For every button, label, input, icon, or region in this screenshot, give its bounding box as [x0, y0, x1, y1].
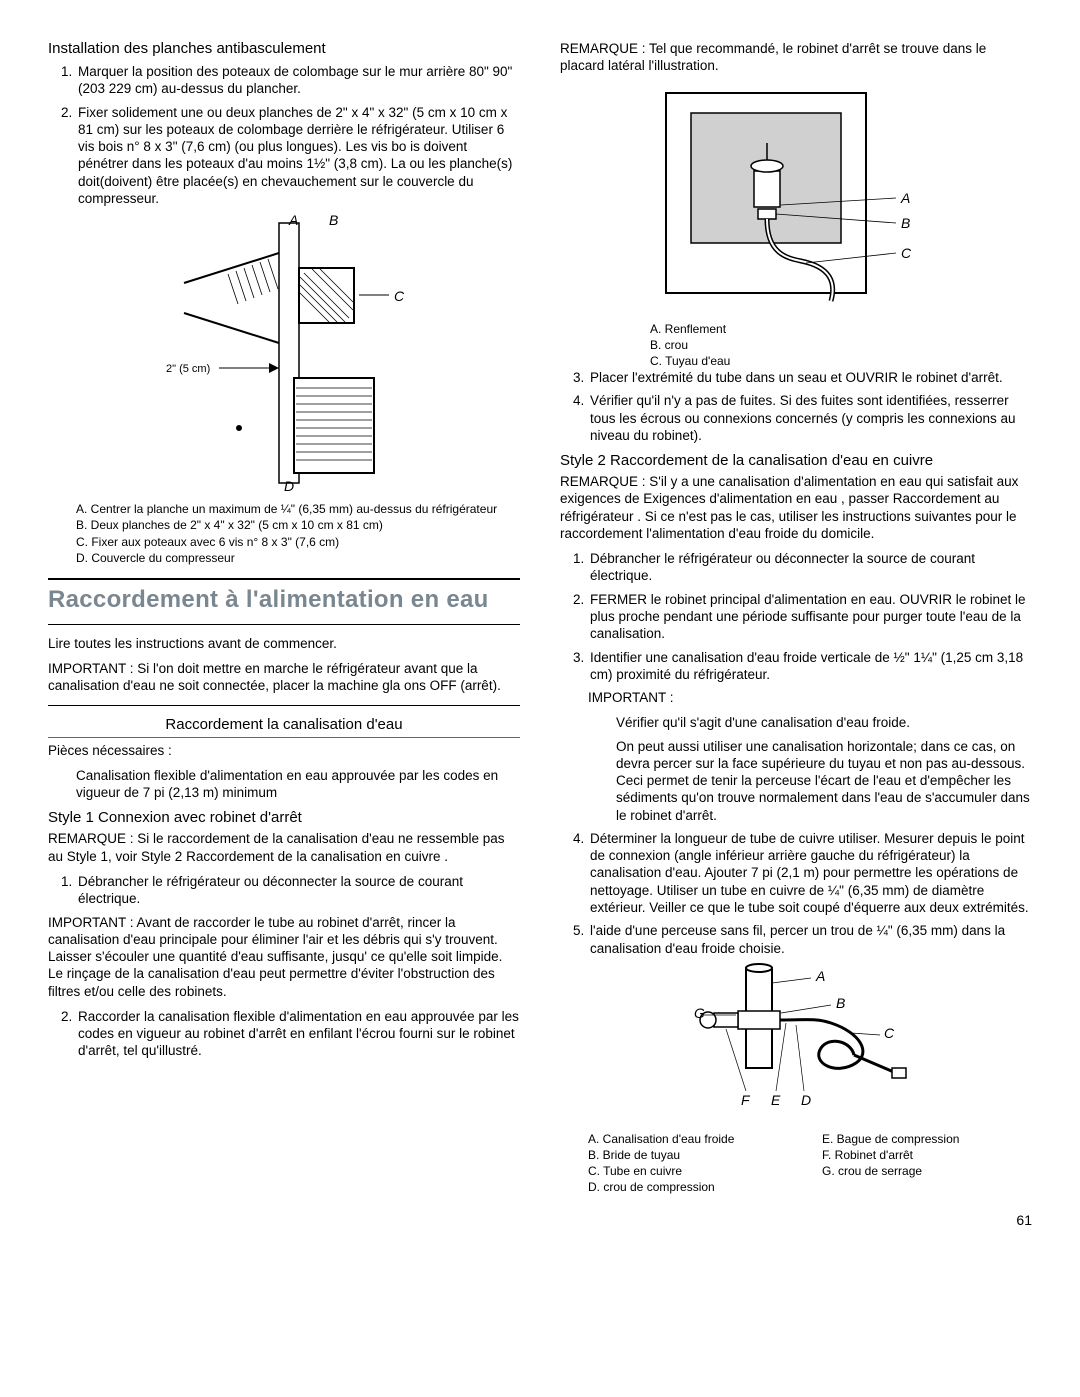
style1-note: REMARQUE : Si le raccordement de la cana… [48, 830, 520, 865]
divider [48, 705, 520, 706]
svg-text:A: A [288, 213, 298, 228]
svg-text:A: A [900, 190, 910, 206]
svg-text:D: D [801, 1092, 811, 1108]
svg-text:C: C [394, 288, 405, 304]
heading-water-connection: Raccordement à l'alimentation en eau [48, 586, 520, 614]
figure-2-caption: A. Renflement B. crou C. Tuyau d'eau [560, 321, 1032, 370]
important-para: IMPORTANT : Si l'on doit mettre en march… [48, 660, 520, 695]
style2-step-3: Identifier une canalisation d'eau froide… [588, 649, 1032, 684]
style2-head: Style 2 Raccordement de la canalisation … [560, 452, 1032, 469]
step-1: Marquer la position des poteaux de colom… [76, 63, 520, 98]
step-2: Fixer solidement une ou deux planches de… [76, 104, 520, 208]
intro-para: Lire toutes les instructions avant de co… [48, 635, 520, 652]
fig3-g: G. crou de serrage [822, 1163, 1032, 1179]
pieces-necessaires: Pièces nécessaires : [48, 742, 520, 759]
style2-important: IMPORTANT : [560, 689, 1032, 706]
heading-antibasculement: Installation des planches antibasculemen… [48, 40, 520, 57]
divider [48, 624, 520, 625]
bullet-2: On peut aussi utiliser une canalisation … [560, 738, 1032, 824]
fig3-f: F. Robinet d'arrêt [822, 1147, 1032, 1163]
figure-2: A B C [560, 83, 1032, 313]
style1-step-1: Débrancher le réfrigérateur ou déconnect… [76, 873, 520, 908]
style1-steps-cont: Placer l'extrémité du tube dans un seau … [560, 369, 1032, 444]
figure-1: A B C D 2" (5 cm) [48, 213, 520, 493]
caption-a: A. Centrer la planche un maximum de ¼" (… [76, 501, 520, 517]
style2-steps: Débrancher le réfrigérateur ou déconnect… [560, 550, 1032, 683]
subhead-raccordement: Raccordement la canalisation d'eau [48, 716, 520, 738]
style2-step-4: Déterminer la longueur de tube de cuivre… [588, 830, 1032, 916]
style2-note: REMARQUE : S'il y a une canalisation d'a… [560, 473, 1032, 542]
svg-text:2" (5 cm): 2" (5 cm) [166, 363, 210, 375]
figure-3-caption: A. Canalisation d'eau froide B. Bride de… [560, 1131, 1032, 1196]
fig2-c: C. Tuyau d'eau [650, 353, 1032, 369]
style2-steps-cont: Déterminer la longueur de tube de cuivre… [560, 830, 1032, 957]
fig3-b: B. Bride de tuyau [588, 1147, 798, 1163]
divider [48, 578, 520, 580]
svg-text:C: C [901, 245, 912, 261]
fig2-a: A. Renflement [650, 321, 1032, 337]
right-column: REMARQUE : Tel que recommandé, le robine… [560, 40, 1032, 1196]
svg-text:F: F [741, 1092, 751, 1108]
fig3-e: E. Bague de compression [822, 1131, 1032, 1147]
svg-text:B: B [836, 995, 845, 1011]
bullet-1: Vérifier qu'il s'agit d'une canalisation… [560, 714, 1032, 731]
style1-steps-a: Débrancher le réfrigérateur ou déconnect… [48, 873, 520, 908]
style2-step-1: Débrancher le réfrigérateur ou déconnect… [588, 550, 1032, 585]
style1-step-4: Vérifier qu'il n'y a pas de fuites. Si d… [588, 392, 1032, 444]
page-number: 61 [48, 1212, 1032, 1228]
pieces-detail: Canalisation flexible d'alimentation en … [48, 767, 520, 802]
caption-b: B. Deux planches de 2" x 4" x 32" (5 cm … [76, 517, 520, 533]
svg-text:G: G [694, 1005, 705, 1021]
svg-text:C: C [884, 1025, 895, 1041]
svg-text:E: E [771, 1092, 781, 1108]
page: Installation des planches antibasculemen… [48, 40, 1032, 1196]
fig3-c: C. Tube en cuivre [588, 1163, 798, 1179]
style1-step-2: Raccorder la canalisation flexible d'ali… [76, 1008, 520, 1060]
right-note: REMARQUE : Tel que recommandé, le robine… [560, 40, 1032, 75]
left-column: Installation des planches antibasculemen… [48, 40, 520, 1196]
caption-d: D. Couvercle du compresseur [76, 550, 520, 566]
svg-text:B: B [329, 213, 338, 228]
caption-c: C. Fixer aux poteaux avec 6 vis n° 8 x 3… [76, 534, 520, 550]
style1-steps-b: Raccorder la canalisation flexible d'ali… [48, 1008, 520, 1060]
fig3-d: D. crou de compression [588, 1179, 798, 1195]
figure-3: A B C D E F G [560, 963, 1032, 1123]
style1-head: Style 1 Connexion avec robinet d'arrêt [48, 809, 520, 826]
svg-text:B: B [901, 215, 910, 231]
figure-1-caption: A. Centrer la planche un maximum de ¼" (… [48, 501, 520, 566]
svg-text:D: D [284, 478, 294, 493]
list-antibasculement: Marquer la position des poteaux de colom… [48, 63, 520, 207]
style1-important: IMPORTANT : Avant de raccorder le tube a… [48, 914, 520, 1000]
fig2-b: B. crou [650, 337, 1032, 353]
style2-step-5: l'aide d'une perceuse sans fil, percer u… [588, 922, 1032, 957]
style2-step-2: FERMER le robinet principal d'alimentati… [588, 591, 1032, 643]
fig3-a: A. Canalisation d'eau froide [588, 1131, 798, 1147]
svg-text:A: A [815, 968, 825, 984]
style1-step-3: Placer l'extrémité du tube dans un seau … [588, 369, 1032, 386]
